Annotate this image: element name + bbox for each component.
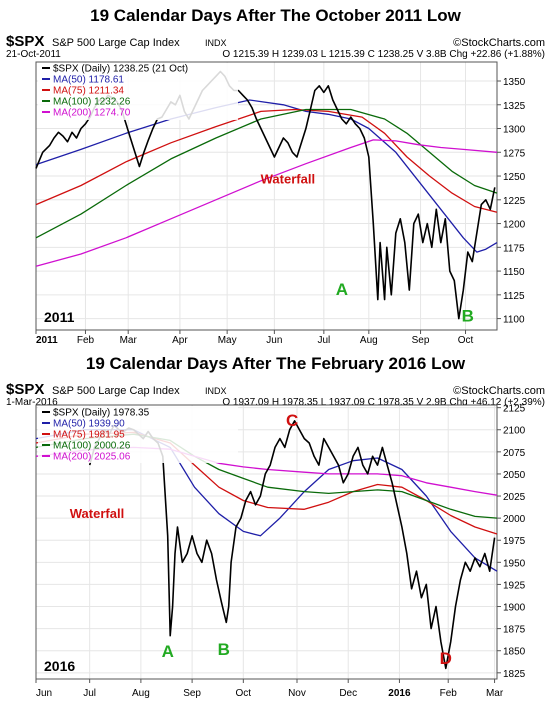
- legend-entry: MA(75) 1981.95: [53, 430, 125, 441]
- ohlc-readout: O 1937.09 H 1978.35 L 1937.09 C 1978.35 …: [222, 397, 545, 408]
- point-label: A: [162, 642, 174, 661]
- y-tick-label: 1175: [503, 243, 525, 254]
- legend-entry: MA(100) 1232.26: [53, 97, 131, 108]
- x-tick-label: Nov: [288, 688, 306, 699]
- y-tick-label: 1850: [503, 647, 526, 658]
- source-label: ©StockCharts.com: [453, 385, 545, 397]
- x-tick-label: Jun: [266, 335, 282, 346]
- x-tick-label: Jul: [83, 688, 96, 699]
- y-tick-label: 2075: [503, 448, 526, 459]
- y-tick-label: 1250: [503, 172, 526, 183]
- y-tick-label: 1900: [503, 603, 526, 614]
- index-name: S&P 500 Large Cap Index: [52, 37, 180, 49]
- chart-2016: $SPX S&P 500 Large Cap Index INDX ©StockCha…: [6, 381, 545, 699]
- exchange-label: INDX: [205, 38, 227, 48]
- y-tick-label: 1825: [503, 669, 526, 680]
- x-tick-label: 2016: [388, 688, 411, 699]
- year-label: 2011: [44, 309, 75, 325]
- y-tick-label: 1125: [503, 291, 525, 302]
- series-line-ma-200: [35, 139, 498, 267]
- x-tick-label: Sep: [412, 335, 430, 346]
- x-tick-label: Mar: [486, 688, 504, 699]
- y-tick-label: 1275: [503, 148, 526, 159]
- point-label: A: [336, 280, 348, 299]
- date-label: 21-Oct-2011: [6, 49, 61, 60]
- series-line-ma-100: [35, 108, 498, 239]
- legend-entry: MA(200) 2025.06: [53, 452, 131, 463]
- x-tick-label: Feb: [77, 335, 95, 346]
- point-label: D: [440, 649, 452, 668]
- x-tick-label: Apr: [172, 335, 188, 346]
- y-tick-label: 1300: [503, 125, 526, 136]
- symbol-label: $SPX: [6, 33, 44, 50]
- series-line-ma-50: [35, 99, 498, 253]
- point-label: B: [462, 306, 474, 325]
- x-tick-label: Feb: [440, 688, 458, 699]
- y-tick-label: 2025: [503, 492, 526, 503]
- y-tick-label: 1200: [503, 220, 526, 231]
- x-tick-label: Jun: [36, 688, 52, 699]
- y-tick-label: 2000: [503, 514, 526, 525]
- point-label: B: [218, 640, 230, 659]
- annotation-label: Waterfall: [261, 172, 315, 187]
- legend-entry: MA(200) 1274.70: [53, 108, 131, 119]
- series-line-ma-75: [35, 108, 498, 213]
- legend-entry: MA(75) 1211.34: [53, 86, 124, 97]
- y-tick-label: 2100: [503, 426, 526, 437]
- legend-bg: [38, 63, 238, 120]
- y-tick-label: 1975: [503, 536, 526, 547]
- chart-title: 19 Calendar Days After The October 2011 …: [90, 6, 461, 25]
- x-tick-label: Sep: [183, 688, 201, 699]
- x-tick-label: Jul: [317, 335, 330, 346]
- chart-title: 19 Calendar Days After The February 2016…: [85, 354, 466, 373]
- legend-entry: $SPX (Daily) 1238.25 (21 Oct): [53, 64, 188, 75]
- y-tick-label: 1925: [503, 580, 526, 591]
- legend: $SPX (Daily) 1238.25 (21 Oct)MA(50) 1178…: [38, 63, 238, 120]
- symbol-label: $SPX: [6, 381, 44, 398]
- year-label: 2016: [44, 658, 75, 674]
- x-tick-label: May: [218, 335, 237, 346]
- source-label: ©StockCharts.com: [453, 37, 545, 49]
- y-tick-label: 1100: [503, 315, 525, 326]
- y-tick-label: 1875: [503, 625, 526, 636]
- x-tick-label: Aug: [132, 688, 150, 699]
- y-tick-label: 1325: [503, 101, 526, 112]
- x-tick-label: Oct: [236, 688, 252, 699]
- x-tick-label: Dec: [339, 688, 357, 699]
- y-tick-label: 2050: [503, 470, 526, 481]
- x-tick-label: Mar: [120, 335, 138, 346]
- annotation-label: Waterfall: [70, 506, 124, 521]
- y-tick-label: 1950: [503, 558, 526, 569]
- plot-border: [35, 404, 498, 680]
- legend-entry: MA(50) 1939.90: [53, 419, 125, 430]
- ohlc-readout: O 1215.39 H 1239.03 L 1215.39 C 1238.25 …: [222, 49, 545, 60]
- y-tick-label: 2125: [503, 404, 526, 415]
- chart-2011: $SPX S&P 500 Large Cap Index INDX ©StockCha…: [6, 33, 545, 346]
- legend-bg: [38, 406, 238, 463]
- x-tick-label: Oct: [458, 335, 474, 346]
- plot-border: [35, 61, 498, 331]
- x-tick-label: Aug: [360, 335, 378, 346]
- y-tick-label: 1150: [503, 267, 525, 278]
- x-tick-label: 2011: [36, 335, 58, 346]
- date-label: 1-Mar-2016: [6, 397, 58, 408]
- legend-entry: MA(50) 1178.61: [53, 75, 124, 86]
- y-tick-label: 1350: [503, 77, 526, 88]
- legend-entry: $SPX (Daily) 1978.35: [53, 408, 150, 419]
- exchange-label: INDX: [205, 386, 227, 396]
- point-label: C: [286, 411, 298, 430]
- legend-entry: MA(100) 2000.26: [53, 441, 131, 452]
- y-tick-label: 1225: [503, 196, 526, 207]
- index-name: S&P 500 Large Cap Index: [52, 385, 180, 397]
